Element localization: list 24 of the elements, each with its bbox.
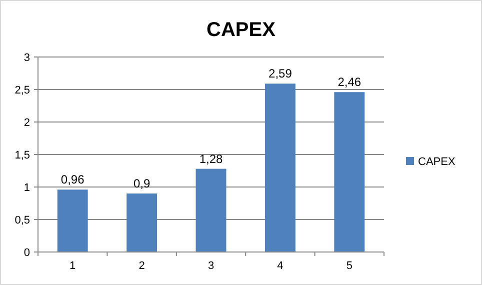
bar (334, 92, 365, 252)
y-tick-label: 1,5 (14, 150, 30, 162)
x-tick-label: 1 (70, 260, 76, 272)
y-tick-label: 1 (24, 182, 30, 194)
data-label: 2,59 (268, 66, 292, 81)
data-label: 0,9 (133, 176, 150, 190)
bar (57, 190, 88, 252)
y-tick-label: 0 (24, 247, 30, 259)
x-tick-label: 4 (277, 260, 284, 272)
data-label: 0,96 (60, 172, 85, 187)
x-tick-label: 5 (346, 260, 352, 272)
x-tick-label: 3 (208, 260, 214, 272)
data-label: 1,28 (199, 152, 223, 166)
bar (196, 168, 226, 252)
data-label: 2,46 (338, 75, 362, 90)
y-tick-label: 2 (24, 117, 30, 129)
chart-title: CAPEX (206, 19, 276, 41)
y-tick-label: 0,5 (14, 214, 30, 226)
y-tick-label: 2,5 (14, 84, 30, 96)
legend-label: CAPEX (418, 156, 456, 168)
bar (126, 194, 158, 252)
bar (264, 84, 296, 252)
y-tick-label: 3 (24, 52, 30, 64)
x-tick-label: 2 (138, 260, 145, 272)
